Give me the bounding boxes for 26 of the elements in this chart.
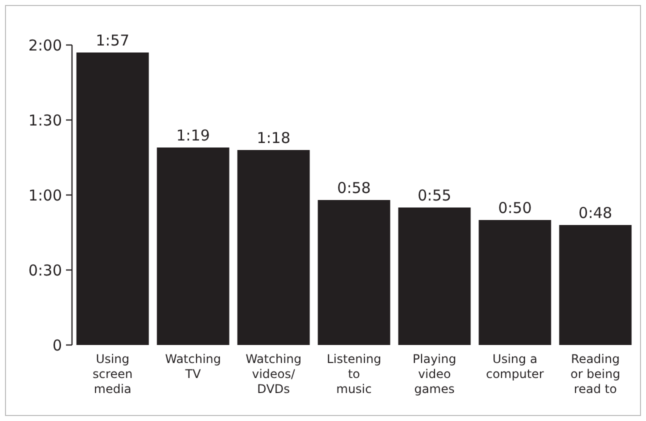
x-tick-label: Using screen media <box>92 352 133 396</box>
bar <box>478 220 552 345</box>
x-tick-label: Using a computer <box>486 352 544 381</box>
y-tick-label: 0 <box>52 336 62 354</box>
bar <box>398 208 471 345</box>
data-label: 0:58 <box>337 179 371 197</box>
bar <box>559 225 632 345</box>
y-tick-label: 2:00 <box>28 36 62 54</box>
y-tick-label: 0:30 <box>28 261 62 280</box>
bar <box>76 52 149 345</box>
data-label: 1:19 <box>176 126 210 144</box>
data-label: 1:18 <box>256 129 290 147</box>
x-tick-label: Playing video games <box>412 352 456 396</box>
y-tick-label: 1:00 <box>28 186 62 204</box>
data-label: 1:57 <box>96 32 130 50</box>
bar <box>318 200 390 345</box>
y-tick-label: 1:30 <box>28 111 62 130</box>
bar <box>156 148 230 345</box>
data-label: 0:55 <box>418 186 452 204</box>
data-label: 0:48 <box>578 204 612 222</box>
bar <box>237 150 310 345</box>
x-tick-label: Reading or being read to <box>570 352 620 396</box>
x-tick-label: Listening to music <box>326 352 382 396</box>
data-label: 0:50 <box>498 199 532 217</box>
x-tick-label: Watching TV <box>165 352 222 381</box>
x-tick-label: Watching videos/ DVDs <box>246 352 302 396</box>
